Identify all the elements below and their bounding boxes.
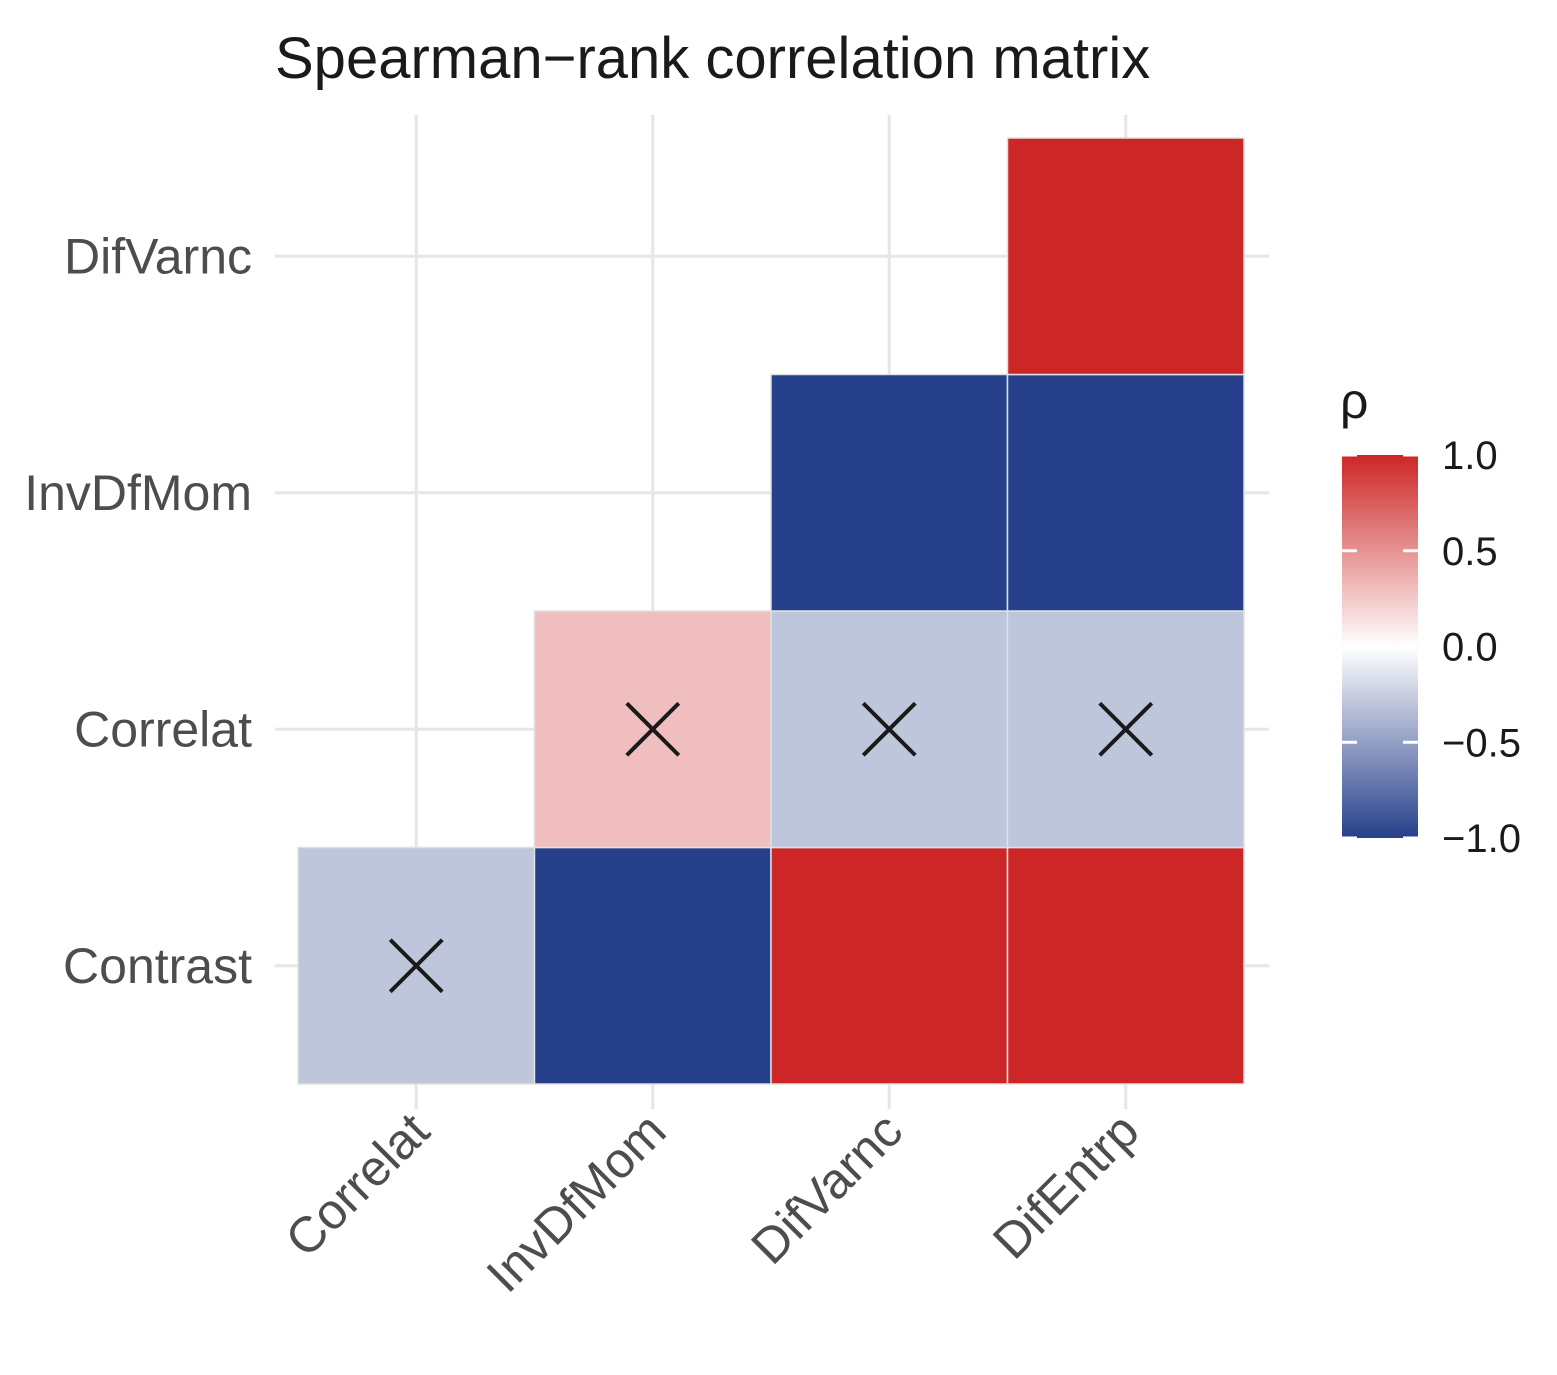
heatmap-cell-difentrp-difvarnc — [1006, 137, 1245, 376]
insignificant-marker-difvarnc-correlat — [861, 701, 917, 757]
x-tick-label-difentrp: DifEntrp — [982, 1102, 1149, 1269]
legend-title: ρ — [1340, 373, 1368, 429]
x-axis: Correlat InvDfMom DifVarnc DifEntrp — [275, 1102, 1150, 1303]
legend-tick-label: 0.0 — [1442, 626, 1498, 670]
legend-tick-label: 1.0 — [1442, 434, 1498, 478]
x-tick-label-difvarnc: DifVarnc — [740, 1102, 913, 1275]
insignificant-marker-invdfmom-correlat — [625, 701, 681, 757]
legend-tick-label: 0.5 — [1442, 530, 1498, 574]
y-tick-label-invdfmom: InvDfMom — [24, 465, 252, 521]
legend-tick-label: −0.5 — [1442, 721, 1521, 765]
insignificant-marker-difentrp-correlat — [1098, 701, 1154, 757]
x-tick-label-correlat: Correlat — [275, 1102, 440, 1267]
heatmap-cell-invdfmom-contrast — [533, 846, 772, 1085]
color-legend: ρ 1.0 0.5 0.0 −0.5 −1.0 — [1340, 373, 1521, 861]
heatmap-cell-difvarnc-contrast — [770, 846, 1009, 1085]
y-axis: Contrast Correlat InvDfMom DifVarnc — [24, 228, 252, 994]
y-tick-label-correlat: Correlat — [74, 701, 252, 757]
y-tick-label-contrast: Contrast — [63, 938, 252, 994]
heatmap-cell-difentrp-invdfmom — [1006, 373, 1245, 612]
legend-tick-label: −1.0 — [1442, 817, 1521, 861]
heatmap-cell-difentrp-contrast — [1006, 846, 1245, 1085]
chart-title: Spearman−rank correlation matrix — [275, 26, 1150, 91]
insignificant-marker-correlat-contrast — [388, 938, 444, 994]
y-tick-label-difvarnc: DifVarnc — [64, 228, 252, 284]
insignificance-markers — [388, 701, 1154, 994]
heatmap-cell-difvarnc-invdfmom — [770, 373, 1009, 612]
x-tick-label-invdfmom: InvDfMom — [476, 1102, 677, 1303]
heatmap-cells — [297, 137, 1245, 1085]
